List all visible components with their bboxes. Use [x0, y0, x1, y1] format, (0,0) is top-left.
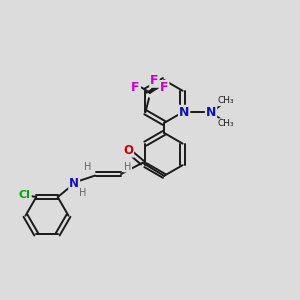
- Text: CH₃: CH₃: [218, 119, 234, 128]
- Text: H: H: [124, 162, 131, 172]
- Text: F: F: [131, 81, 140, 94]
- Text: H: H: [79, 188, 86, 198]
- Text: CH₃: CH₃: [218, 96, 234, 105]
- Text: F: F: [150, 74, 159, 87]
- Text: N: N: [69, 177, 79, 190]
- Text: H: H: [84, 162, 91, 172]
- Text: Cl: Cl: [19, 190, 31, 200]
- Text: F: F: [160, 81, 169, 94]
- Text: N: N: [179, 106, 189, 119]
- Text: N: N: [206, 106, 216, 119]
- Text: O: O: [123, 144, 133, 157]
